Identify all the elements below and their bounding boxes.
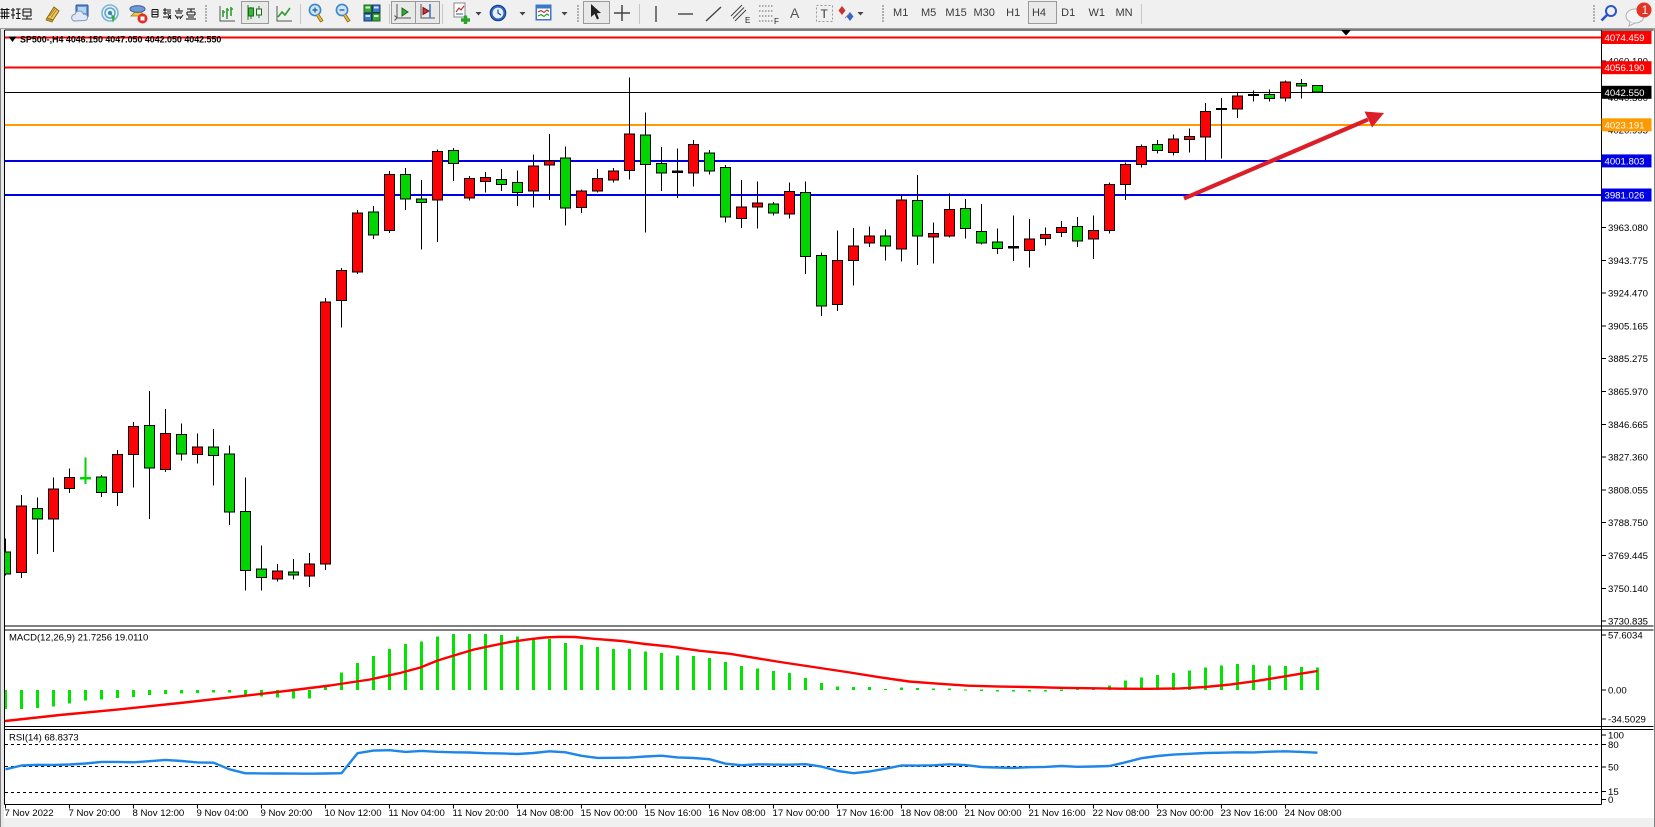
svg-text:21 Nov 16:00: 21 Nov 16:00 (1029, 808, 1086, 819)
svg-text:0: 0 (1608, 795, 1613, 806)
svg-text:9 Nov 04:00: 9 Nov 04:00 (197, 808, 249, 819)
svg-text:10 Nov 12:00: 10 Nov 12:00 (325, 808, 382, 819)
svg-text:15 Nov 00:00: 15 Nov 00:00 (581, 808, 638, 819)
svg-text:3827.360: 3827.360 (1608, 453, 1648, 464)
svg-text:SP500-,H4 4046.150 4047.050 4: SP500-,H4 4046.150 4047.050 4042.050 404… (20, 35, 221, 45)
svg-text:4001.803: 4001.803 (1605, 156, 1645, 167)
svg-text:23 Nov 16:00: 23 Nov 16:00 (1221, 808, 1278, 819)
svg-text:3963.080: 3963.080 (1608, 223, 1648, 234)
svg-text:F: F (774, 17, 779, 25)
svg-text:80: 80 (1608, 740, 1619, 751)
svg-text:3924.470: 3924.470 (1608, 289, 1648, 300)
svg-text:8 Nov 12:00: 8 Nov 12:00 (133, 808, 185, 819)
svg-text:57.6034: 57.6034 (1608, 631, 1643, 642)
svg-text:14 Nov 08:00: 14 Nov 08:00 (517, 808, 574, 819)
svg-text:17 Nov 00:00: 17 Nov 00:00 (773, 808, 830, 819)
svg-text:T: T (821, 7, 829, 21)
svg-text:7 Nov 2022: 7 Nov 2022 (5, 808, 54, 819)
svg-text:MACD(12,26,9) 21.7256 19.0110: MACD(12,26,9) 21.7256 19.0110 (9, 633, 148, 644)
svg-text:4056.190: 4056.190 (1605, 63, 1645, 74)
svg-text:0.00: 0.00 (1608, 686, 1627, 697)
svg-text:3769.445: 3769.445 (1608, 551, 1648, 562)
svg-text:4074.459: 4074.459 (1605, 33, 1645, 44)
svg-text:50: 50 (1608, 763, 1619, 774)
svg-text:21 Nov 00:00: 21 Nov 00:00 (965, 808, 1022, 819)
svg-text:24 Nov 08:00: 24 Nov 08:00 (1285, 808, 1342, 819)
svg-text:3730.835: 3730.835 (1608, 617, 1648, 628)
svg-text:3788.750: 3788.750 (1608, 518, 1648, 529)
svg-text:4023.191: 4023.191 (1605, 120, 1645, 131)
svg-text:3750.140: 3750.140 (1608, 584, 1648, 595)
svg-text:100: 100 (1608, 731, 1624, 742)
svg-text:3808.055: 3808.055 (1608, 485, 1648, 496)
svg-text:3846.665: 3846.665 (1608, 420, 1648, 431)
svg-text:22 Nov 08:00: 22 Nov 08:00 (1093, 808, 1150, 819)
svg-text:18 Nov 08:00: 18 Nov 08:00 (901, 808, 958, 819)
svg-text:23 Nov 00:00: 23 Nov 00:00 (1157, 808, 1214, 819)
svg-text:17 Nov 16:00: 17 Nov 16:00 (837, 808, 894, 819)
svg-text:4042.550: 4042.550 (1605, 88, 1645, 99)
svg-text:3905.165: 3905.165 (1608, 321, 1648, 332)
svg-text:7 Nov 20:00: 7 Nov 20:00 (69, 808, 121, 819)
svg-text:RSI(14) 68.8373: RSI(14) 68.8373 (9, 733, 79, 744)
svg-text:16 Nov 08:00: 16 Nov 08:00 (709, 808, 766, 819)
svg-text:3885.275: 3885.275 (1608, 354, 1648, 365)
svg-text:9 Nov 20:00: 9 Nov 20:00 (261, 808, 313, 819)
svg-text:3943.775: 3943.775 (1608, 256, 1648, 267)
svg-text:3865.970: 3865.970 (1608, 387, 1648, 398)
svg-text:E: E (745, 16, 750, 25)
svg-text:-34.5029: -34.5029 (1608, 715, 1646, 726)
svg-text:3981.026: 3981.026 (1605, 191, 1645, 202)
svg-text:11 Nov 20:00: 11 Nov 20:00 (453, 808, 509, 819)
svg-text:15 Nov 16:00: 15 Nov 16:00 (645, 808, 702, 819)
svg-text:1: 1 (1642, 5, 1648, 17)
svg-text:11 Nov 04:00: 11 Nov 04:00 (389, 808, 445, 819)
svg-text:15: 15 (1608, 787, 1619, 798)
